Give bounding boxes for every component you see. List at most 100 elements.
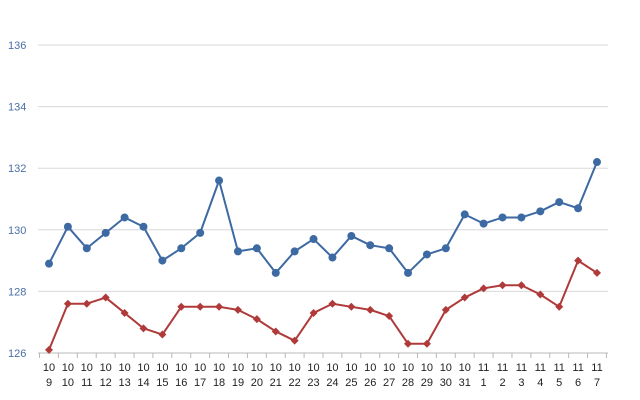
x-tick-label-month: 10 [194,362,206,374]
y-tick-label: 130 [8,225,26,237]
x-tick-label-month: 10 [43,362,55,374]
data-point [404,339,413,348]
x-tick-label-month: 10 [421,362,433,374]
data-point [101,228,110,237]
x-tick-label-month: 11 [591,362,602,374]
x-tick-label-day: 15 [156,377,168,389]
x-tick-label-day: 29 [421,377,433,389]
x-tick-label-month: 11 [478,362,489,374]
x-tick-label-month: 10 [251,362,263,374]
x-tick-label-day: 25 [345,377,357,389]
data-point [215,302,224,311]
data-point [460,210,469,219]
x-tick-label-day: 16 [175,377,187,389]
x-tick-label-day: 20 [251,377,263,389]
x-tick-label-month: 11 [497,362,508,374]
data-point [404,268,413,277]
data-point [139,324,148,333]
data-point [536,207,545,216]
series-1 [45,158,601,277]
data-point [441,305,450,314]
data-point [309,235,318,244]
x-tick-label-month: 11 [516,362,527,374]
x-tick-label-month: 11 [553,362,564,374]
data-point [460,293,469,302]
x-tick-label-day: 11 [81,377,92,389]
data-point [271,268,280,277]
x-tick-label-month: 10 [100,362,112,374]
data-point [177,302,186,311]
data-point [555,302,564,311]
y-tick-label: 128 [8,286,26,298]
data-point [233,247,242,256]
x-tick-label-day: 26 [364,377,376,389]
y-tick-label: 126 [8,348,26,360]
data-point [479,219,488,228]
data-point [479,284,488,293]
x-tick-label-day: 9 [46,377,52,389]
data-point [120,308,129,317]
x-tick-label-day: 2 [499,377,505,389]
series-line [48,259,598,351]
data-point [82,299,91,308]
series-2 [45,256,601,354]
x-tick-label-day: 12 [100,377,112,389]
x-tick-label-month: 10 [62,362,74,374]
series-line [48,161,598,274]
x-tick-label-month: 10 [175,362,187,374]
x-tick-label-month: 10 [402,362,414,374]
data-point [593,158,601,167]
data-point [158,330,167,339]
data-point [574,256,583,265]
data-point [290,336,299,345]
x-tick-label-day: 22 [289,377,301,389]
data-point [63,299,72,308]
data-point [45,345,53,354]
data-point [158,256,167,265]
x-tick-label-day: 17 [194,377,206,389]
data-point [196,228,205,237]
x-tick-label-month: 10 [364,362,376,374]
x-tick-label-day: 27 [383,377,395,389]
x-tick-label-day: 6 [575,377,581,389]
x-tick-label-month: 10 [156,362,168,374]
y-axis-tick-labels: 126 128 130 132 134 136 [8,40,26,360]
data-point [215,176,224,185]
x-tick-label-month: 10 [270,362,282,374]
data-point [252,244,261,253]
data-point [366,305,375,314]
x-tick-label-day: 4 [537,377,543,389]
x-tick-label-month: 10 [307,362,319,374]
x-tick-label-day: 14 [137,377,149,389]
data-point [422,250,431,259]
data-point [385,312,394,321]
data-point [139,222,148,231]
data-point [517,281,526,290]
x-tick-label-month: 11 [535,362,546,374]
data-point [271,327,280,336]
x-tick-label-day: 30 [440,377,452,389]
x-tick-label-day: 23 [307,377,319,389]
data-point [536,290,545,299]
data-point [347,302,356,311]
data-point [328,299,337,308]
x-axis-tick-labels: 1091010101110121013101410151016101710181… [43,362,603,389]
data-point [196,302,205,311]
data-point [309,308,318,317]
x-tick-label-day: 28 [402,377,414,389]
series-group [45,158,601,354]
x-tick-label-day: 10 [62,377,74,389]
x-tick-label-day: 18 [213,377,225,389]
x-tick-label-month: 10 [81,362,93,374]
data-point [441,244,450,253]
data-point [82,244,91,253]
x-tick-label-month: 10 [459,362,471,374]
x-tick-label-month: 10 [345,362,357,374]
x-tick-label-day: 1 [481,377,487,389]
data-point [422,339,431,348]
x-tick-label-day: 7 [594,377,600,389]
data-point [177,244,186,253]
data-point [593,268,601,277]
data-point [385,244,394,253]
